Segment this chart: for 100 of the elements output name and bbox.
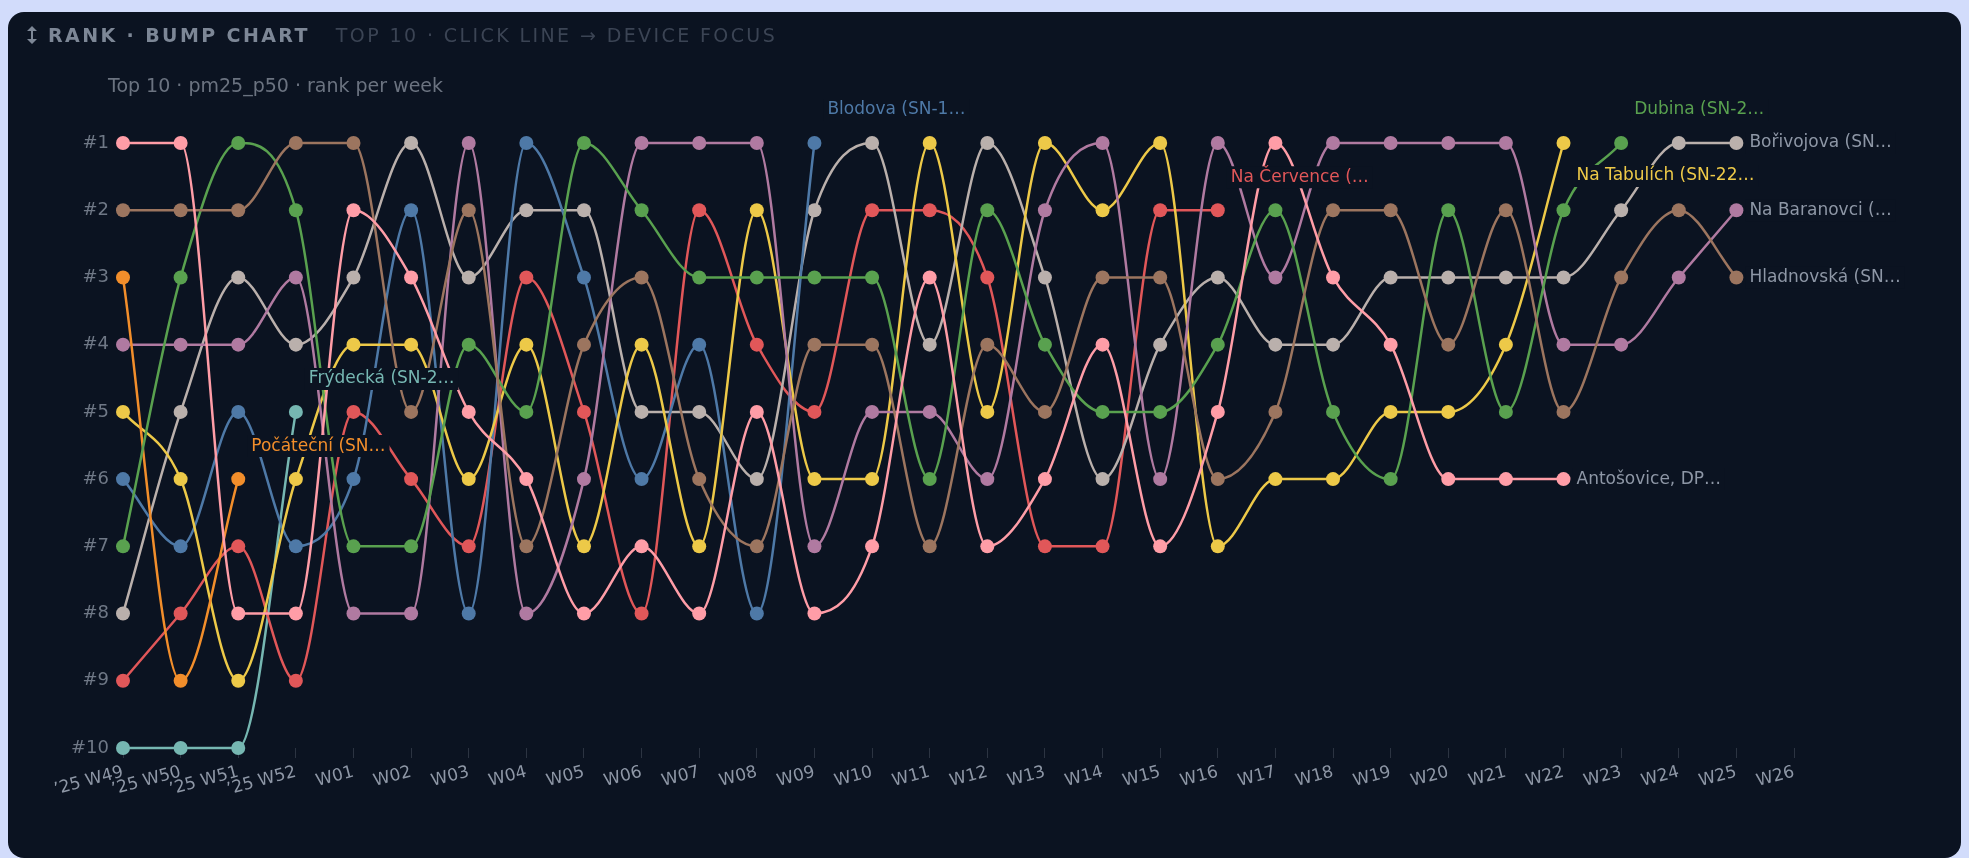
point [1614,270,1629,285]
point [807,337,822,352]
point [173,136,188,150]
series-label: Na Baranovci (… [1749,198,1892,219]
point [1441,404,1456,419]
point [634,203,649,218]
point [173,539,188,554]
point [1498,270,1513,285]
point [116,337,130,352]
point [980,472,995,487]
point [576,270,591,285]
point [288,337,303,352]
point [346,472,361,487]
point [346,270,361,285]
point [1153,539,1168,554]
point [1153,472,1168,487]
point [1095,203,1110,218]
series-label: Na Tabulích (SN-22… [1576,164,1755,185]
point [922,404,937,419]
x-tick-label: W07 [659,760,702,790]
point [231,539,246,554]
x-tick-label: W24 [1638,760,1681,790]
point [288,539,303,554]
x-tick-label: W10 [831,760,875,790]
point [1614,136,1629,150]
point [404,270,419,285]
x-tick-label: W20 [1408,760,1451,790]
point [749,337,764,352]
point [173,337,188,352]
series-label: Dubina (SN-2… [1634,98,1765,119]
y-tick-label: #9 [82,668,109,690]
point [346,203,361,218]
point [404,136,419,150]
point [576,337,591,352]
point [1268,270,1283,285]
point [461,337,476,352]
point [1498,136,1513,150]
point [173,270,188,285]
point [231,203,246,218]
point [519,136,534,150]
point [634,404,649,419]
point [173,741,188,755]
x-tick-label: W15 [1120,760,1163,790]
point [807,606,822,621]
point [461,270,476,285]
point [116,472,130,487]
point [1556,404,1571,419]
x-tick-label: W18 [1292,760,1336,790]
point [634,337,649,352]
point [288,136,303,150]
x-tick-label: W06 [601,760,644,790]
series-label: Bořivojova (SN… [1749,131,1892,152]
point [922,337,937,352]
point [692,136,707,150]
point [1326,472,1341,487]
point [116,741,130,755]
point [288,270,303,285]
point [1210,472,1225,487]
point [346,337,361,352]
point [980,270,995,285]
point [634,606,649,621]
point [1037,404,1052,419]
point [231,606,246,621]
point [288,673,303,688]
point [404,539,419,554]
x-tick-label: W22 [1523,760,1566,790]
point [1383,404,1398,419]
point [231,472,246,487]
point [1210,270,1225,285]
y-tick-label: #2 [82,197,109,219]
point [1095,337,1110,352]
y-tick-label: #5 [82,399,109,421]
point [749,606,764,621]
point [576,203,591,218]
point [346,606,361,621]
x-tick-label: W03 [428,760,471,790]
point [807,404,822,419]
point [1671,136,1686,150]
point [231,404,246,419]
point [404,472,419,487]
point [173,203,188,218]
point [1441,136,1456,150]
point [1498,203,1513,218]
point [1210,337,1225,352]
point [1037,203,1052,218]
point [1095,404,1110,419]
x-tick-label: W13 [1004,760,1048,790]
point [1729,136,1744,150]
y-tick-label: #8 [82,601,109,623]
point [1095,136,1110,150]
point [1210,539,1225,554]
series-label: Hladnovská (SN… [1749,265,1901,286]
point [288,203,303,218]
x-tick-label: W26 [1753,760,1797,790]
text: Top 10 · pm25_p50 · rank per week [108,74,444,96]
point [461,203,476,218]
point [1498,404,1513,419]
x-tick-label: W01 [313,760,356,790]
point [1556,203,1571,218]
point [865,404,880,419]
